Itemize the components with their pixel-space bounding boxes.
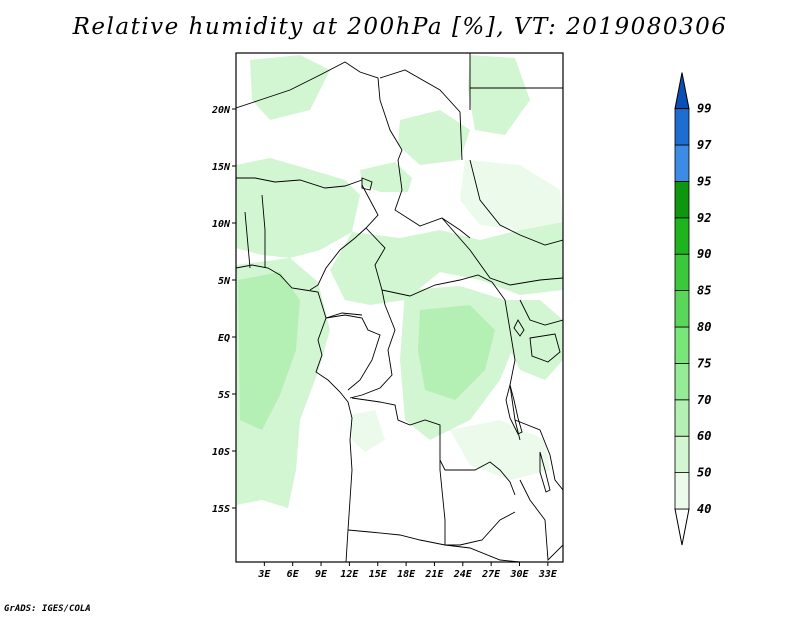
longitude-ticks (263, 562, 549, 566)
colorbar-segment (674, 217, 690, 255)
lon-label: 30E (509, 569, 529, 580)
colorbar-segment (674, 144, 690, 182)
border-nigeria-cameroon (309, 184, 379, 291)
colorbar-segment (674, 253, 690, 291)
lat-label: 15S (212, 504, 230, 515)
border-zambia-south (444, 544, 521, 562)
colorbar-segment (674, 399, 690, 437)
colorbar-upper-arrow (674, 72, 690, 110)
lon-label: 27E (481, 569, 501, 580)
colorbar-level-label: 85 (697, 284, 711, 298)
colorbar-level-label: 95 (697, 174, 711, 188)
border-tanzania (514, 419, 563, 491)
humidity-region-north-central (398, 110, 470, 165)
lake-chad (361, 177, 373, 191)
border-sudan-southsudan (441, 217, 563, 286)
colorbar: 40 50 60 70 75 80 85 90 92 95 97 99 (674, 72, 712, 546)
colorbar-level-label: 40 (697, 502, 711, 516)
colorbar-level-label: 92 (697, 211, 711, 225)
map-frame (235, 52, 564, 563)
colorbar-level-label: 50 (697, 466, 711, 480)
colorbar-level-label: 99 (697, 102, 711, 116)
border-malawi-mozambique (519, 479, 563, 562)
lon-label: 18E (397, 569, 416, 580)
lat-label: 10N (212, 219, 231, 230)
lat-label: 20N (211, 105, 231, 116)
latitude-labels: 20N 15N 10N 5N EQ 5S 10S 15S (211, 105, 231, 515)
lat-label: 5S (218, 390, 230, 401)
colorbar-lower-arrow (674, 508, 690, 546)
lon-label: 21E (424, 569, 444, 580)
border-chad-sudan (394, 159, 471, 239)
border-cameroon-car (365, 227, 386, 306)
colorbar-level-label: 80 (697, 320, 711, 334)
lon-label: 3E (257, 569, 271, 580)
colorbar-segment (674, 435, 690, 474)
lon-label: 15E (369, 569, 388, 580)
colorbar-level-label: 60 (697, 429, 711, 443)
humidity-field (236, 55, 563, 508)
colorbar-level-label: 97 (697, 138, 712, 152)
humidity-region-chad-band (360, 162, 412, 192)
border-cameroon-gabon (325, 312, 363, 319)
border-car-drc (381, 274, 493, 297)
colorbar-segment (674, 290, 690, 328)
humidity-region-lake-victoria (505, 300, 563, 380)
border-drc-angola (351, 397, 516, 496)
colorbar-segment (674, 362, 690, 401)
lake-malawi (539, 451, 551, 493)
colorbar-level-label: 70 (697, 393, 711, 407)
lake-albert (513, 319, 525, 337)
colorbar-level-label: 75 (697, 356, 711, 370)
border-angola-zambia (439, 460, 516, 546)
lat-label: 5N (218, 276, 231, 287)
border-niger-algeria-libya (236, 61, 403, 161)
colorbar-segment (674, 108, 690, 146)
lat-label: 10S (212, 447, 230, 458)
humidity-region-congo-core (418, 305, 495, 400)
lakes (361, 177, 561, 493)
humidity-region-angola-west (350, 410, 385, 452)
humidity-region-north-blobs (250, 55, 330, 120)
lon-label: 33E (538, 569, 558, 580)
border-angola-namibia (347, 529, 446, 546)
latitude-ticks (232, 108, 236, 509)
map-title: Relative humidity at 200hPa [%], VT: 201… (72, 14, 728, 40)
border-libya-sudan (379, 69, 463, 161)
border-niger-nigeria (236, 177, 363, 189)
grads-credit: GrADS: IGES/COLA (4, 604, 91, 614)
lon-label: 6E (287, 569, 300, 580)
colorbar-segment (674, 180, 690, 219)
border-ethiopia (469, 159, 563, 246)
humidity-region-sudan (460, 160, 563, 230)
humidity-region-sahel-west (236, 158, 360, 258)
border-gabon-congo (325, 314, 381, 391)
lon-label: 9E (315, 569, 328, 580)
lat-label: 15N (212, 162, 231, 173)
humidity-region-central-band (330, 222, 563, 305)
lake-tanganyika (505, 383, 523, 435)
humidity-region-west-coast-inner (238, 272, 300, 430)
humidity-region-south-tanzania (450, 420, 550, 480)
lon-label: 12E (340, 569, 359, 580)
colorbar-segment (674, 472, 690, 510)
border-congo-drc (349, 304, 396, 399)
humidity-region-north-east (468, 55, 530, 135)
longitude-labels: 3E 6E 9E 12E 15E 18E 21E 24E 27E 30E 33E (257, 569, 558, 580)
coastline-gulf-of-guinea (236, 264, 353, 562)
country-borders (236, 53, 563, 562)
border-ghana-togo (244, 211, 251, 269)
lon-label: 24E (453, 569, 473, 580)
border-uganda-kenya (519, 299, 563, 326)
border-nigeria-benin (261, 194, 266, 268)
lat-label: EQ (218, 333, 230, 344)
colorbar-segment (674, 326, 690, 364)
colorbar-level-label: 90 (697, 247, 711, 261)
lake-victoria (529, 333, 561, 363)
